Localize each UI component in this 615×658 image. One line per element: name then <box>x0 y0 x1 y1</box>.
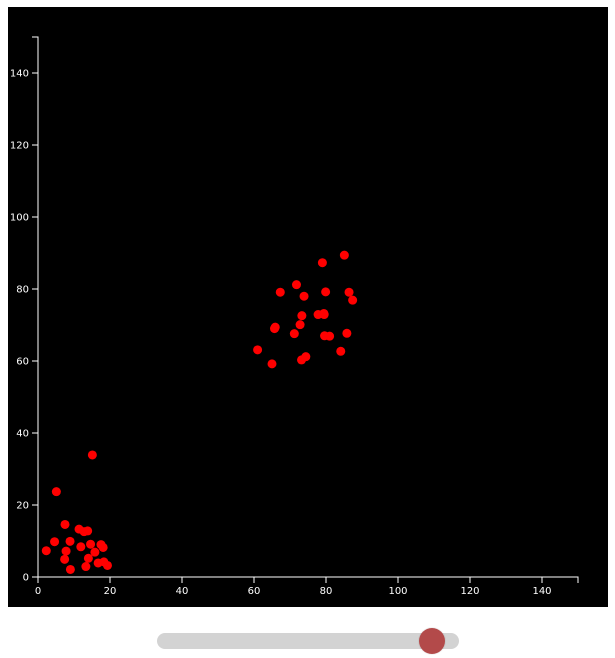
slider-thumb[interactable] <box>419 628 446 654</box>
data-point <box>342 328 352 338</box>
data-point <box>339 250 349 260</box>
y-tick-label: 60 <box>16 357 29 368</box>
scatter-chart: 0 20 40 60 80 100 120 140 0 20 40 60 80 100 120 140 <box>10 36 579 597</box>
y-tick-label: 0 <box>23 573 29 584</box>
x-tick-label: 20 <box>104 586 117 597</box>
data-point <box>81 562 91 572</box>
x-axis-line <box>37 576 579 583</box>
data-point <box>87 450 97 460</box>
y-tick-label: 20 <box>16 501 29 512</box>
y-axis: 0 20 40 60 80 100 120 140 <box>10 36 39 584</box>
data-point <box>289 329 299 339</box>
data-point <box>41 546 51 556</box>
data-point <box>65 564 75 574</box>
data-point <box>51 487 61 497</box>
data-point <box>336 346 346 356</box>
data-point <box>90 547 100 557</box>
x-tick-label: 100 <box>388 586 407 597</box>
x-tick-label: 60 <box>248 586 261 597</box>
data-point <box>344 287 354 297</box>
data-point <box>295 320 305 330</box>
y-tick-label: 100 <box>10 213 29 224</box>
data-point <box>297 311 307 321</box>
y-axis-line <box>32 36 39 578</box>
x-axis: 0 20 40 60 80 100 120 140 <box>35 576 579 597</box>
data-point <box>83 553 93 563</box>
data-point <box>291 280 301 290</box>
data-point <box>102 560 112 570</box>
data-point <box>76 542 86 552</box>
x-tick-label: 140 <box>532 586 551 597</box>
slider-track[interactable] <box>157 633 459 649</box>
data-point <box>253 345 263 355</box>
points-layer <box>41 250 358 574</box>
plot-panel: 0 20 40 60 80 100 120 140 0 20 40 60 80 100 120 140 <box>8 7 608 607</box>
data-point <box>348 295 358 305</box>
data-point <box>319 310 329 320</box>
x-tick-label: 120 <box>460 586 479 597</box>
data-point <box>98 542 108 552</box>
data-point <box>50 537 60 547</box>
y-tick-label: 120 <box>10 141 29 152</box>
y-tick-label: 40 <box>16 429 29 440</box>
data-point <box>317 258 327 268</box>
data-point <box>60 519 70 529</box>
data-point <box>267 359 277 369</box>
data-point <box>321 287 331 297</box>
data-point <box>60 554 70 564</box>
x-tick-label: 80 <box>320 586 333 597</box>
data-point <box>325 331 335 341</box>
data-point <box>83 526 93 536</box>
x-tick-label: 40 <box>176 586 189 597</box>
y-tick-label: 80 <box>16 285 29 296</box>
x-tick-label: 0 <box>35 586 41 597</box>
data-point <box>65 536 75 546</box>
data-point <box>301 352 311 362</box>
data-point <box>86 539 96 549</box>
data-point <box>275 287 285 297</box>
data-point <box>61 546 71 556</box>
data-point <box>270 322 280 332</box>
y-tick-label: 140 <box>10 69 29 80</box>
data-point <box>299 291 309 301</box>
